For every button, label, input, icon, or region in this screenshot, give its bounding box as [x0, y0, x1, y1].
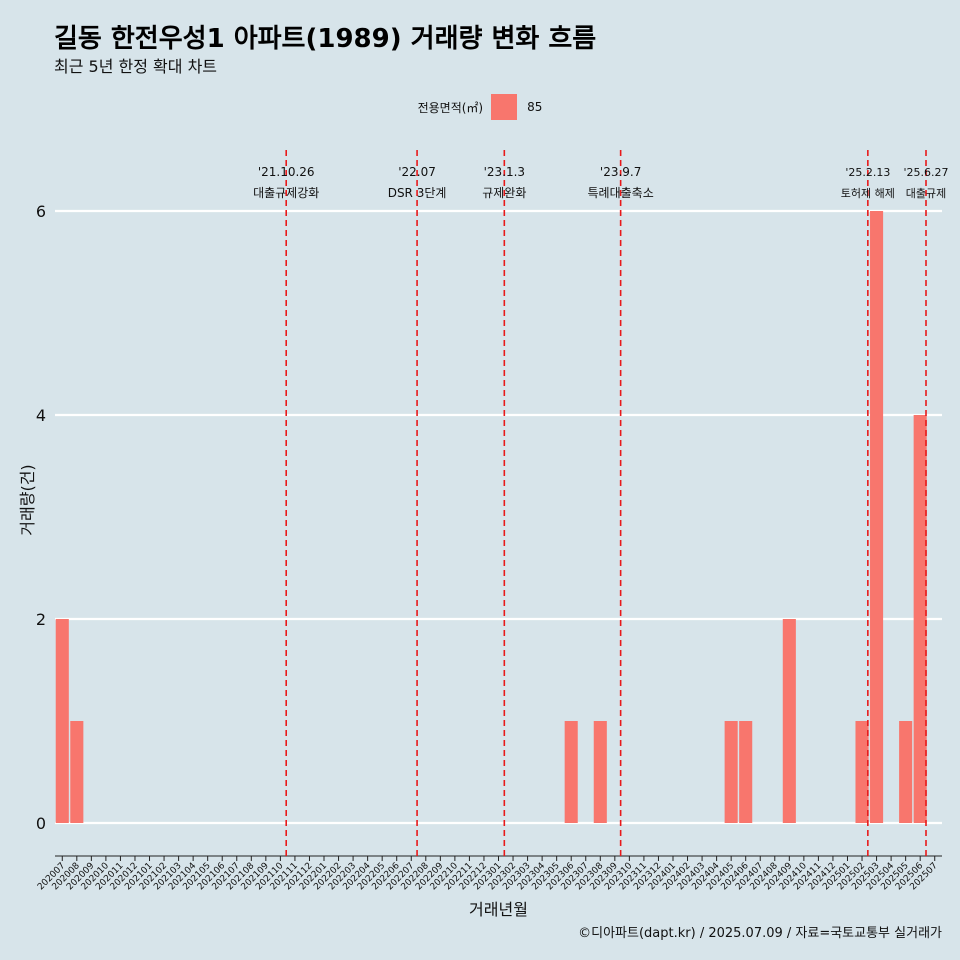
- event-date-label: '23.1.3: [484, 165, 525, 179]
- bar: [855, 721, 869, 823]
- legend-title: 전용면적(㎡): [417, 100, 484, 115]
- y-tick-label: 6: [36, 202, 46, 221]
- bar: [782, 619, 796, 823]
- bar: [913, 415, 927, 823]
- event-date-label: '25.6.27: [903, 166, 948, 179]
- event-date-label: '25.2.13: [845, 166, 890, 179]
- event-name-label: 토허제 해제: [841, 186, 895, 200]
- event-name-label: 규제완화: [482, 186, 526, 200]
- bar: [724, 721, 738, 823]
- bar: [739, 721, 753, 823]
- legend-swatch: [491, 94, 518, 120]
- bar: [564, 721, 578, 823]
- event-name-label: 대출규제강화: [253, 186, 319, 200]
- event-date-label: '23.9.7: [600, 165, 641, 179]
- chart-title: 길동 한전우성1 아파트(1989) 거래량 변화 흐름: [54, 24, 597, 54]
- x-axis-title: 거래년월: [469, 900, 528, 919]
- event-name-label: DSR 3단계: [388, 186, 447, 200]
- bar: [593, 721, 607, 823]
- y-tick-label: 0: [36, 814, 46, 833]
- legend: 전용면적(㎡) 85: [0, 94, 960, 120]
- legend-label: 85: [527, 100, 543, 114]
- bar: [870, 211, 884, 823]
- event-name-label: 대출규제: [906, 187, 946, 200]
- bar: [55, 619, 69, 823]
- event-date-label: '21.10.26: [258, 165, 315, 179]
- y-axis-title: 거래량(건): [18, 464, 37, 535]
- bar: [899, 721, 913, 823]
- source-caption: ©디아파트(dapt.kr) / 2025.07.09 / 자료=국토교통부 실…: [578, 926, 942, 941]
- event-date-label: '22.07: [398, 165, 436, 179]
- event-name-label: 특례대출축소: [588, 186, 654, 200]
- bar: [70, 721, 84, 823]
- chart-subtitle: 최근 5년 한정 확대 차트: [54, 57, 218, 76]
- y-tick-label: 4: [36, 406, 46, 425]
- y-tick-label: 2: [36, 610, 46, 629]
